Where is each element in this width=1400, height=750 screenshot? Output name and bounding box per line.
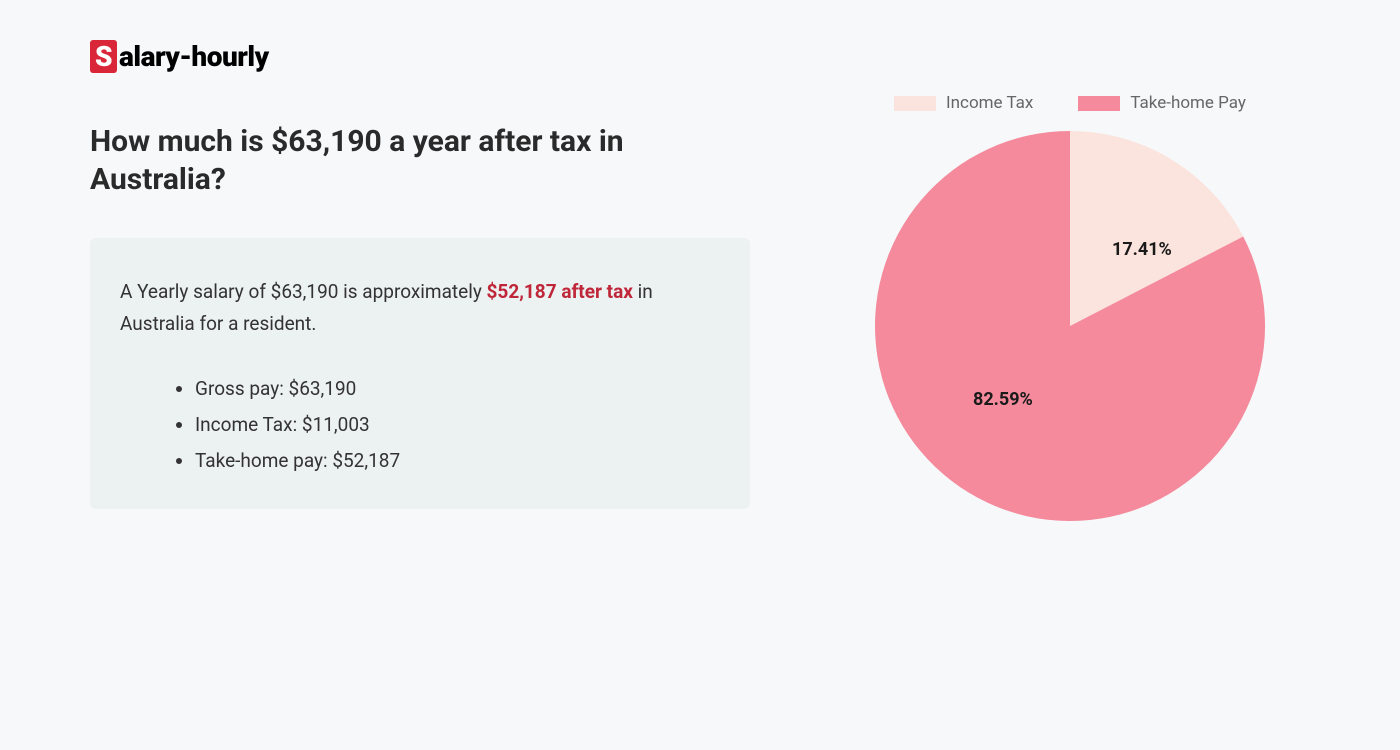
summary-box: A Yearly salary of $63,190 is approximat… [90, 238, 750, 509]
pie-slice-label: 17.41% [1112, 239, 1172, 260]
legend-swatch [1078, 96, 1120, 111]
page-title: How much is $63,190 a year after tax in … [90, 123, 750, 198]
legend-item-take-home: Take-home Pay [1078, 93, 1246, 113]
legend-label: Income Tax [946, 93, 1033, 113]
site-logo: Salary-hourly [90, 40, 1310, 73]
logo-text: alary-hourly [119, 40, 269, 73]
summary-prefix: A Yearly salary of $63,190 is approximat… [120, 280, 487, 303]
summary-text: A Yearly salary of $63,190 is approximat… [120, 276, 720, 341]
breakdown-list: Gross pay: $63,190 Income Tax: $11,003 T… [120, 371, 720, 479]
pie-slice-label: 82.59% [973, 389, 1033, 410]
pie-chart: 17.41% 82.59% [875, 131, 1265, 521]
pie-svg [875, 131, 1265, 521]
logo-s-mark: S [90, 40, 117, 73]
list-item: Gross pay: $63,190 [195, 371, 720, 407]
legend-swatch [894, 96, 936, 111]
legend-item-income-tax: Income Tax [894, 93, 1033, 113]
legend-label: Take-home Pay [1130, 93, 1246, 113]
list-item: Take-home pay: $52,187 [195, 443, 720, 479]
chart-legend: Income Tax Take-home Pay [894, 93, 1246, 113]
list-item: Income Tax: $11,003 [195, 407, 720, 443]
summary-highlight: $52,187 after tax [487, 280, 633, 303]
